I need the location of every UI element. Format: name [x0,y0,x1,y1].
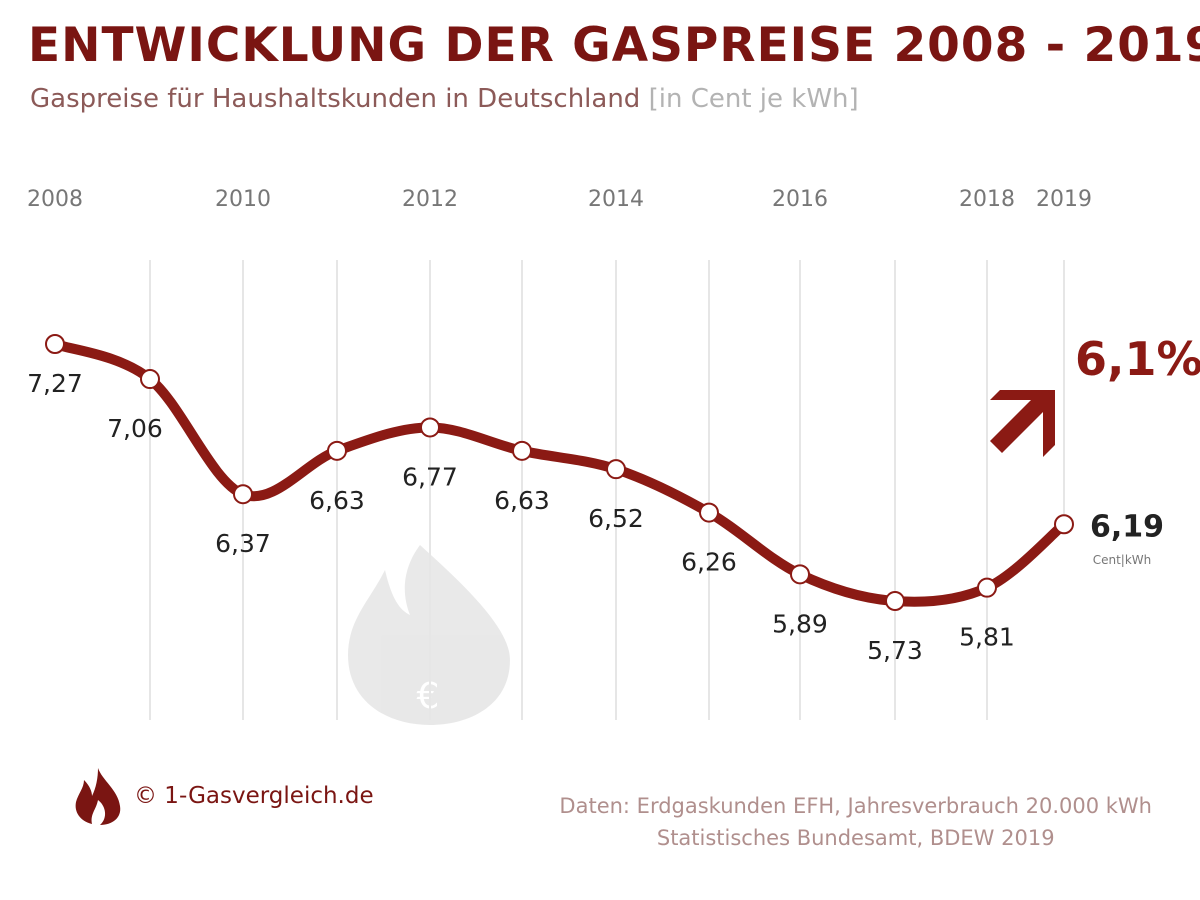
data-label: 5,81 [959,623,1015,652]
data-label: 6,63 [494,486,550,515]
percent-change-annotation: 6,1% [1075,332,1200,386]
data-label: 6,19 [1090,509,1164,544]
data-point [45,334,65,354]
x-tick-label: 2018 [959,187,1015,212]
brand: © 1-Gasvergleich.de [72,766,374,826]
flame-logo-icon [75,768,121,825]
data-label: 7,27 [27,369,83,398]
x-tick-label: 2019 [1036,187,1092,212]
chart-subtitle: Gaspreise für Haushaltskunden in Deutsch… [30,84,859,114]
x-tick-label: 2012 [402,187,458,212]
data-label: 6,63 [309,486,365,515]
x-tick-label: 2010 [215,187,271,212]
data-point [606,459,626,480]
subtitle-unit: [in Cent je kWh] [648,84,859,114]
data-label: 5,73 [867,636,923,665]
data-point [1054,514,1074,535]
x-tick-label: 2014 [588,187,644,212]
data-point [790,564,810,585]
subtitle-text: Gaspreise für Haushaltskunden in Deutsch… [30,84,641,114]
data-point [420,417,440,438]
data-label: 6,77 [402,462,458,491]
x-tick-label: 2008 [27,187,83,212]
data-label: 6,52 [588,504,644,533]
data-point [512,440,532,461]
data-label: 7,06 [107,414,163,443]
data-point [699,502,719,523]
source-note: Daten: Erdgaskunden EFH, Jahresverbrauch… [559,790,1152,854]
x-tick-label: 2016 [772,187,828,212]
data-point [140,369,160,390]
data-label: 6,26 [681,548,737,577]
source-line-1: Daten: Erdgaskunden EFH, Jahresverbrauch… [559,794,1152,818]
brand-text[interactable]: © 1-Gasvergleich.de [134,783,374,809]
data-point [977,577,997,598]
data-point [885,591,905,612]
arrow-up-right-icon [990,390,1055,457]
source-line-2: Statistisches Bundesamt, BDEW 2019 [656,826,1055,850]
data-label: 5,89 [772,609,828,638]
last-value-unit: Cent|kWh [1093,553,1152,567]
data-label: 6,37 [215,529,271,558]
data-point [327,440,347,461]
svg-text:€: € [417,676,440,717]
series-line [50,339,1069,607]
data-point [233,484,253,505]
chart-title: ENTWICKLUNG DER GASPREISE 2008 - 2019 [28,18,1200,73]
